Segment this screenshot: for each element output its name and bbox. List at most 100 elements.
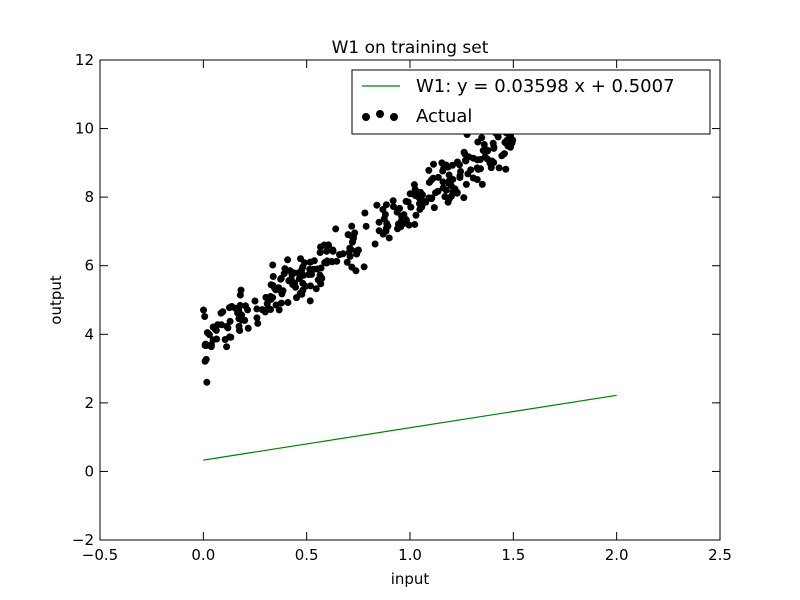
scatter-point (396, 204, 404, 212)
scatter-point (306, 282, 314, 290)
x-tick-label: 0.0 (191, 546, 215, 564)
scatter-point (293, 294, 301, 302)
scatter-point (412, 211, 420, 219)
scatter-point (382, 201, 390, 209)
scatter-point (332, 225, 340, 233)
scatter-point (211, 325, 219, 333)
scatter-point (223, 323, 231, 331)
scatter-point (439, 167, 447, 175)
scatter-point (284, 256, 292, 264)
y-tick-label: 12 (75, 51, 94, 69)
scatter-point (504, 142, 512, 150)
scatter-point (360, 263, 368, 271)
scatter-point (202, 355, 210, 363)
scatter-point (478, 180, 486, 188)
scatter-point (410, 181, 418, 189)
scatter-point (348, 222, 356, 230)
scatter-point (375, 218, 383, 226)
scatter-point (253, 305, 261, 313)
scatter-point (399, 218, 407, 226)
scatter-point (244, 324, 252, 332)
scatter-point (480, 141, 488, 149)
y-tick-label: 4 (84, 325, 94, 343)
scatter-point (306, 297, 314, 305)
scatter-point (219, 308, 227, 316)
scatter-point (254, 319, 262, 327)
scatter-point (223, 343, 231, 351)
scatter-point (349, 232, 357, 240)
scatter-point (312, 285, 320, 293)
scatter-point (444, 163, 452, 171)
scatter-point (447, 192, 455, 200)
scatter-point (339, 250, 347, 258)
scatter-point (352, 267, 360, 275)
scatter-point (213, 335, 221, 343)
scatter-point (445, 179, 453, 187)
scatter-point (473, 176, 481, 184)
scatter-point (478, 134, 486, 142)
scatter-point (425, 166, 433, 174)
scatter-point (371, 240, 379, 248)
x-tick-label: 1.5 (501, 546, 525, 564)
scatter-point (324, 241, 332, 249)
scatter-point (306, 265, 314, 273)
scatter-point (439, 184, 447, 192)
scatter-point (354, 246, 362, 254)
scatter-point (477, 165, 485, 173)
scatter-point (226, 333, 234, 341)
scatter-point (494, 133, 502, 141)
scatter-point (348, 238, 356, 246)
scatter-point (296, 270, 304, 278)
scatter-point (439, 178, 447, 186)
w1-fit-line (203, 394, 617, 461)
y-axis-label: output (47, 275, 65, 325)
y-tick-label: −2 (72, 531, 94, 549)
scatter-point (498, 152, 506, 160)
x-tick-label: −0.5 (82, 546, 118, 564)
scatter-point (321, 259, 329, 267)
scatter-point (455, 161, 463, 169)
scatter-point (490, 158, 498, 166)
scatter-point (299, 286, 307, 294)
scatter-point (328, 258, 336, 266)
legend-label-actual: Actual (416, 106, 472, 127)
scatter-point (313, 265, 321, 273)
scatter-point (200, 306, 208, 314)
scatter-point (430, 160, 438, 168)
scatter-point (225, 304, 233, 312)
scatter-point (465, 153, 473, 161)
scatter-point (242, 302, 250, 310)
legend-label-w1: W1: y = 0.03598 x + 0.5007 (416, 76, 675, 97)
scatter-point (205, 331, 213, 339)
y-tick-label: 0 (84, 462, 94, 480)
scatter-point (379, 206, 387, 214)
scatter-point (361, 209, 369, 217)
scatter-point (432, 189, 440, 197)
scatter-point (430, 204, 438, 212)
scatter-point (251, 297, 259, 305)
chart-title: W1 on training set (332, 38, 489, 58)
scatter-point (201, 313, 209, 321)
scatter-point (288, 270, 296, 278)
scatter-point (317, 243, 325, 251)
scatter-point (284, 299, 292, 307)
scatter-point (237, 286, 245, 294)
scatter-point (269, 273, 277, 281)
scatter-point (253, 314, 261, 322)
legend-scatter-marker (390, 113, 398, 121)
scatter-point (427, 195, 435, 203)
scatter-point (292, 283, 300, 291)
scatter-point (464, 170, 472, 178)
x-tick-label: 2.5 (708, 546, 732, 564)
scatter-point (404, 198, 412, 206)
x-axis-label: input (391, 570, 430, 588)
scatter-point (375, 227, 383, 235)
y-tick-label: 10 (75, 120, 94, 138)
scatter-point (235, 315, 243, 323)
scatter-point (473, 156, 481, 164)
y-tick-label: 6 (84, 257, 94, 275)
scatter-point (202, 340, 210, 348)
scatter-point (285, 277, 293, 285)
scatter-point (346, 252, 354, 260)
